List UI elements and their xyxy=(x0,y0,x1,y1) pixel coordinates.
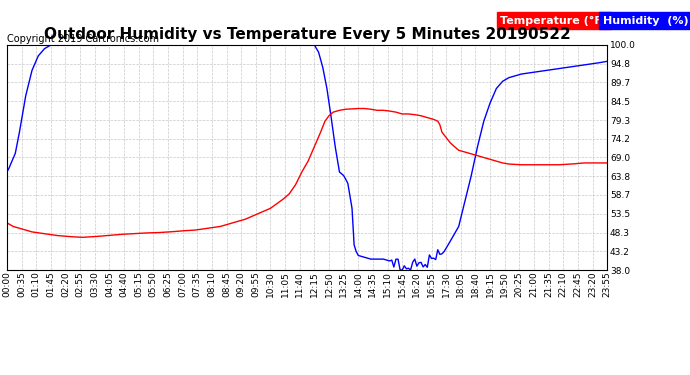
Text: Humidity  (%): Humidity (%) xyxy=(602,16,688,26)
Text: Temperature (°F): Temperature (°F) xyxy=(500,16,607,26)
Title: Outdoor Humidity vs Temperature Every 5 Minutes 20190522: Outdoor Humidity vs Temperature Every 5 … xyxy=(43,27,571,42)
Text: Copyright 2019 Cartronics.com: Copyright 2019 Cartronics.com xyxy=(7,34,159,44)
